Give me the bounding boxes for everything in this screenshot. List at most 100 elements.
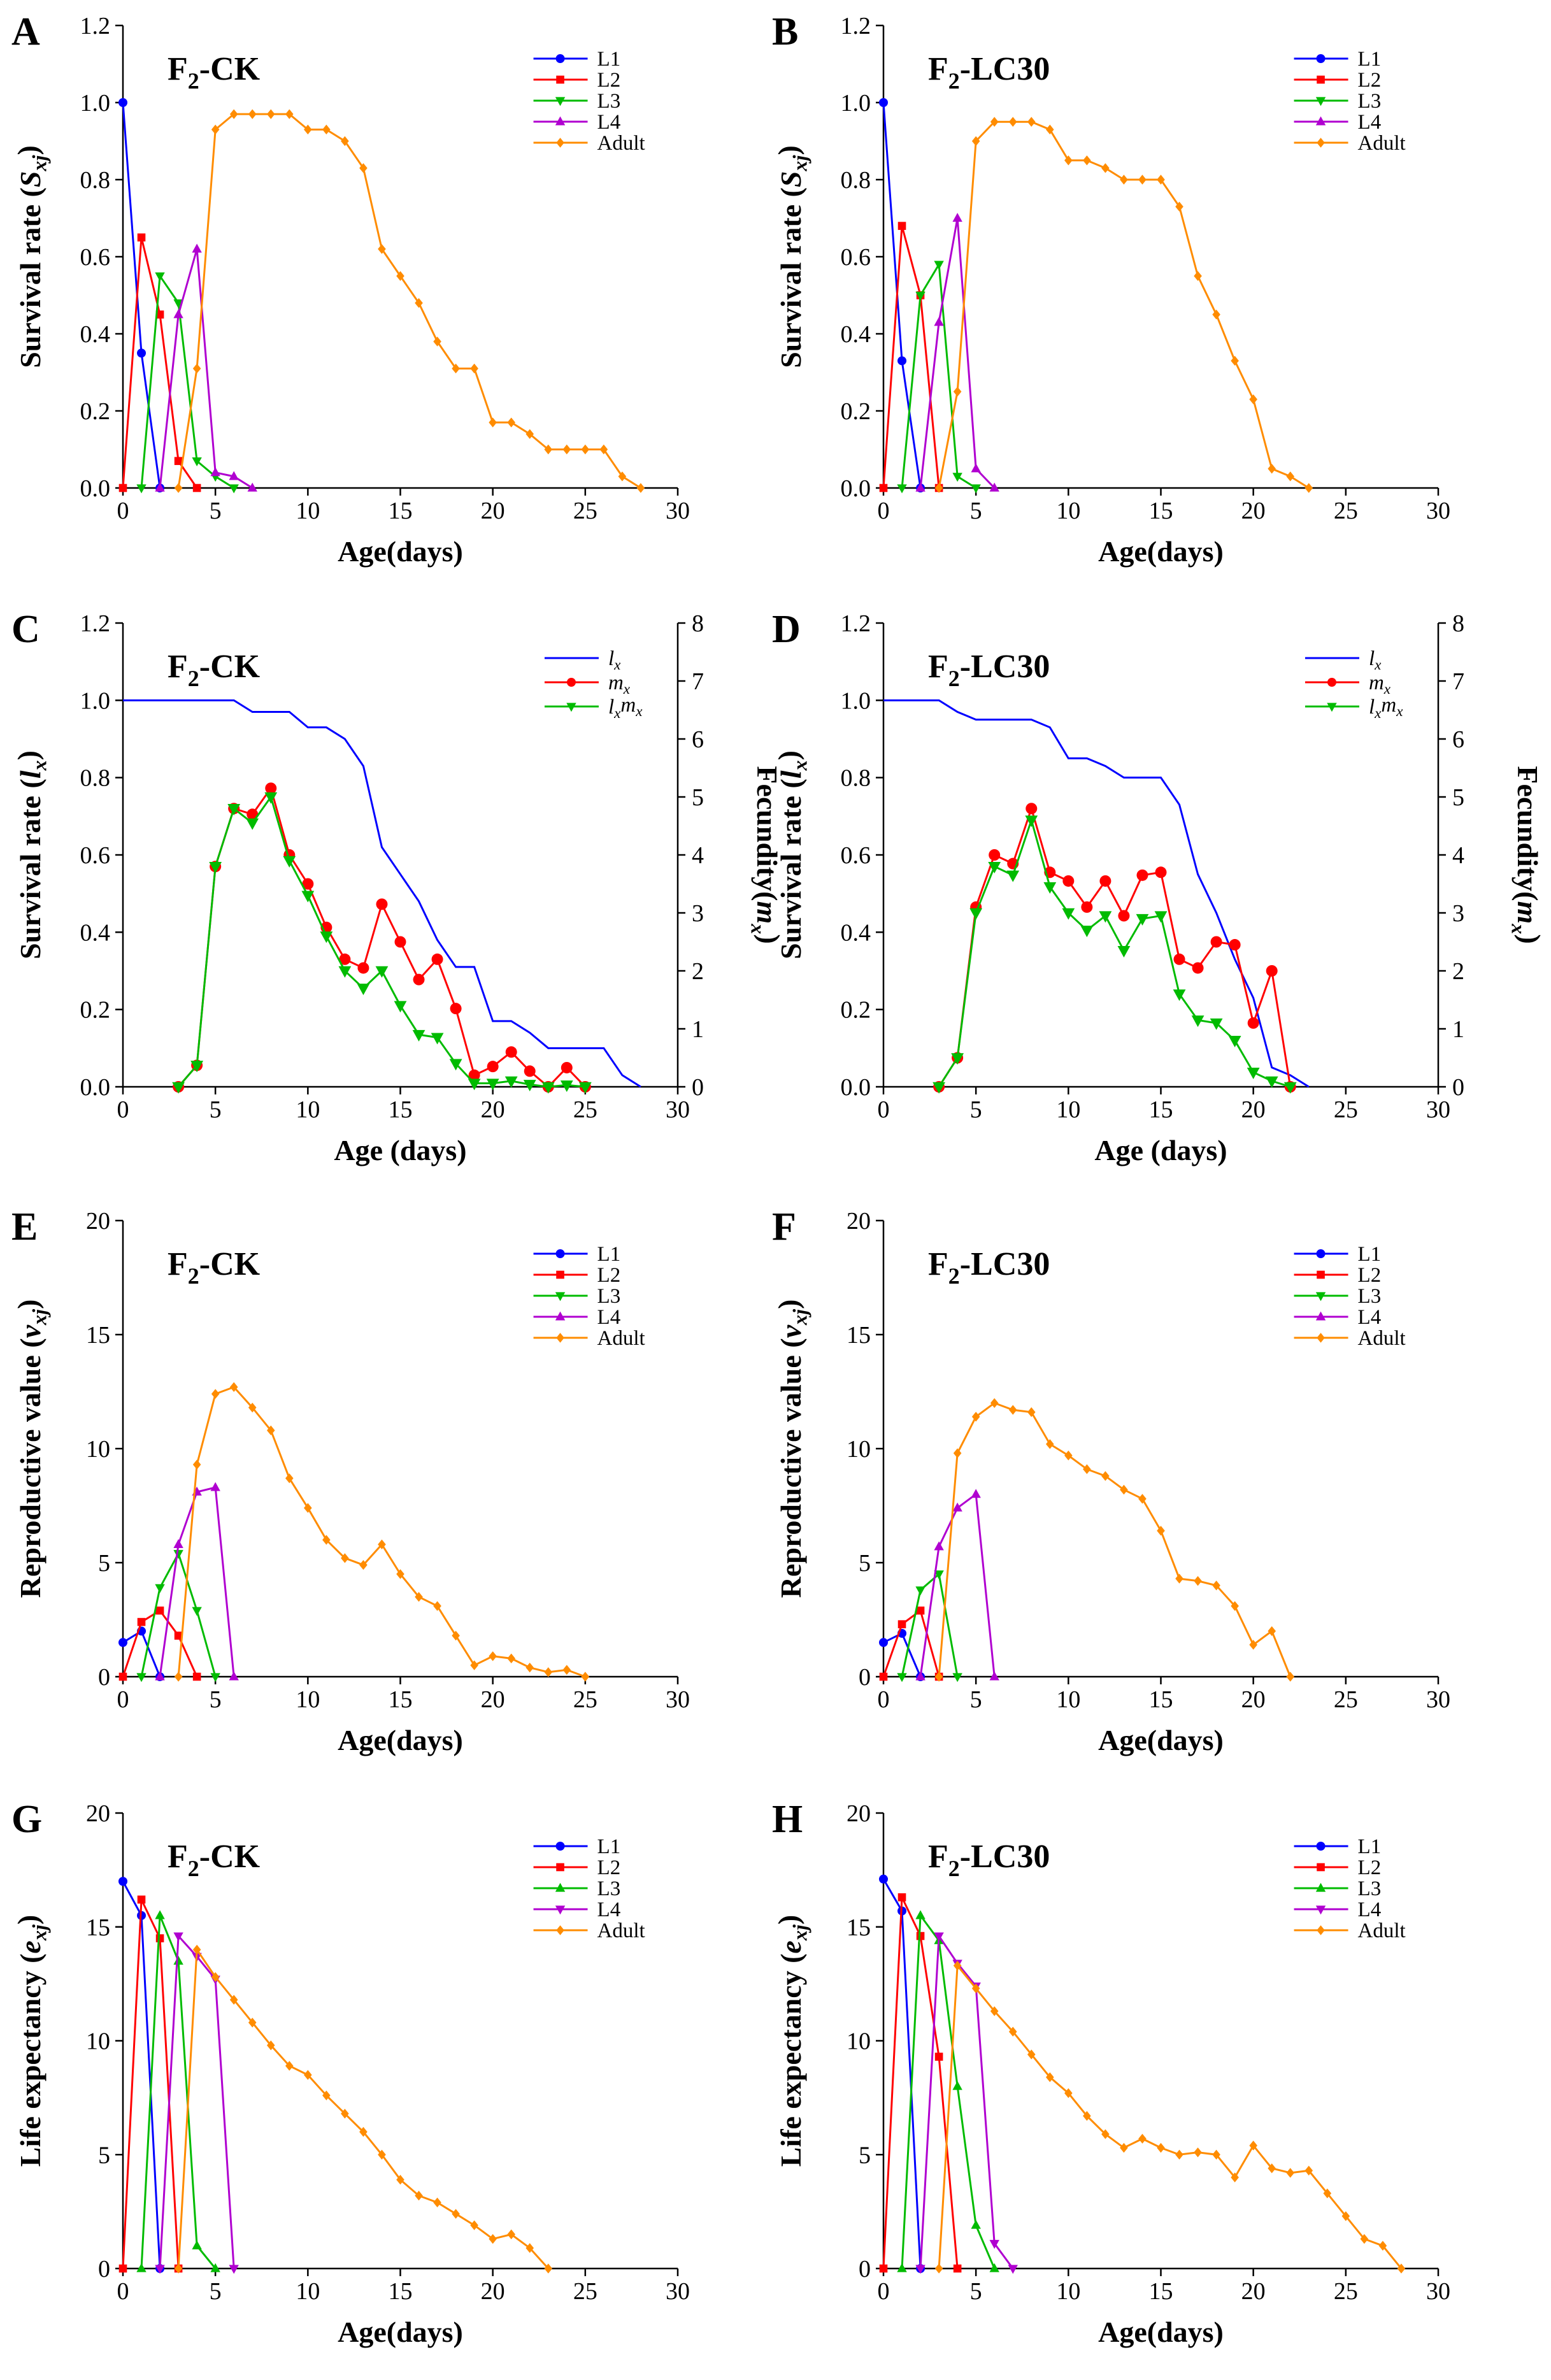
legend-label: Adult	[597, 1327, 645, 1350]
series-l3	[136, 1910, 220, 2272]
panel-f: 0 5 10 15 20 25 3005101520FF2-LC30Age(days)Rep…	[772, 1205, 1450, 1756]
data-point	[915, 1671, 926, 1681]
data-point	[1315, 1311, 1326, 1321]
x-tick-label: 25	[1334, 2278, 1358, 2305]
data-point	[933, 1082, 945, 1094]
legend-label: L4	[1358, 1306, 1382, 1329]
data-point	[1231, 2172, 1239, 2183]
label-part: Adult	[597, 132, 645, 155]
y-tick-label: 10	[847, 1436, 871, 1463]
data-point	[265, 782, 277, 794]
data-point	[504, 1076, 518, 1088]
data-point	[1046, 1439, 1054, 1449]
data-point	[396, 271, 404, 281]
data-point	[246, 818, 259, 830]
data-point	[1155, 866, 1167, 878]
label-part: Survival rate (	[775, 187, 807, 368]
data-point	[209, 862, 222, 873]
panel-title: F2-CK	[168, 649, 261, 691]
label-part: )	[11, 145, 44, 155]
data-point	[934, 261, 944, 270]
y-tick-label: 0.8	[841, 765, 871, 792]
panel-letter: H	[772, 1798, 803, 1841]
x-tick-label: 10	[296, 1686, 320, 1713]
series-line	[177, 785, 586, 1089]
data-point	[915, 482, 926, 492]
y2-tick-label: 7	[1452, 668, 1464, 695]
label-part: L2	[597, 69, 621, 92]
series-l3	[136, 272, 239, 494]
data-point	[1101, 163, 1110, 173]
series-l3	[136, 1550, 220, 1682]
label-part: l	[14, 770, 46, 778]
label-part: )	[754, 934, 786, 943]
legend-label: L4	[1358, 1898, 1382, 1921]
data-point	[155, 1584, 165, 1593]
data-point	[1026, 803, 1038, 815]
series-line	[938, 1963, 1403, 2269]
label-part: )	[772, 1300, 804, 1309]
data-point	[470, 1660, 478, 1670]
series-line	[140, 273, 234, 489]
data-point	[1027, 117, 1036, 127]
data-point	[555, 116, 566, 125]
data-point	[988, 862, 1001, 873]
data-point	[1315, 97, 1326, 106]
data-point	[155, 1671, 165, 1681]
x-tick-label: 20	[1241, 1096, 1266, 1123]
data-point	[636, 483, 645, 493]
data-point	[1138, 1494, 1147, 1504]
label-part: x	[28, 760, 51, 771]
data-point	[1210, 936, 1222, 948]
y-tick-label: 0	[859, 1664, 871, 1691]
data-point	[155, 310, 164, 319]
y-tick-label: 0.8	[841, 167, 871, 194]
x-tick-label: 0	[117, 1096, 129, 1123]
y-tick-label: 0.6	[80, 842, 111, 869]
legend-label: Adult	[597, 132, 645, 155]
data-point	[562, 1665, 571, 1675]
y-tick-label: 1.0	[841, 90, 871, 117]
data-point	[489, 417, 497, 427]
legend-label: L4	[1358, 111, 1382, 134]
title-rest: -LC30	[960, 649, 1050, 685]
data-point	[1046, 124, 1054, 135]
data-point	[229, 1671, 239, 1681]
data-point	[174, 2263, 183, 2274]
label-part: l	[1369, 647, 1375, 670]
data-point	[1210, 1018, 1223, 1030]
panel-title: F2-LC30	[928, 1839, 1050, 1881]
label-part: L1	[597, 1835, 621, 1858]
x-tick-label: 0	[117, 2278, 129, 2305]
data-point	[359, 163, 368, 173]
data-point	[556, 75, 564, 84]
data-point	[952, 1673, 962, 1682]
legend-label: L1	[1358, 1835, 1382, 1858]
series-adult	[174, 1382, 590, 1682]
data-point	[1006, 870, 1020, 882]
data-point	[618, 471, 627, 482]
data-point	[192, 1459, 201, 1470]
label-part: L3	[1358, 90, 1382, 113]
data-point	[415, 298, 423, 308]
y-tick-label: 1.2	[841, 610, 871, 637]
x-tick-label: 15	[1149, 498, 1173, 524]
data-point	[1175, 201, 1183, 212]
data-point	[431, 953, 443, 965]
data-point	[136, 2263, 147, 2272]
label-part: e	[775, 1940, 807, 1953]
series-line	[882, 1878, 922, 2269]
title-subscript: 2	[188, 68, 199, 94]
label-part: Fecundity(	[751, 766, 783, 901]
data-point	[525, 1662, 534, 1673]
y-tick-label: 20	[847, 1800, 871, 1827]
data-point	[953, 2264, 962, 2273]
y-tick-label: 0.0	[841, 475, 871, 502]
label-part: Survival rate (	[14, 187, 46, 368]
y2-tick-label: 2	[692, 958, 704, 985]
label-part: xj	[28, 1308, 51, 1326]
data-point	[211, 1389, 220, 1399]
title-main: F	[168, 51, 188, 87]
